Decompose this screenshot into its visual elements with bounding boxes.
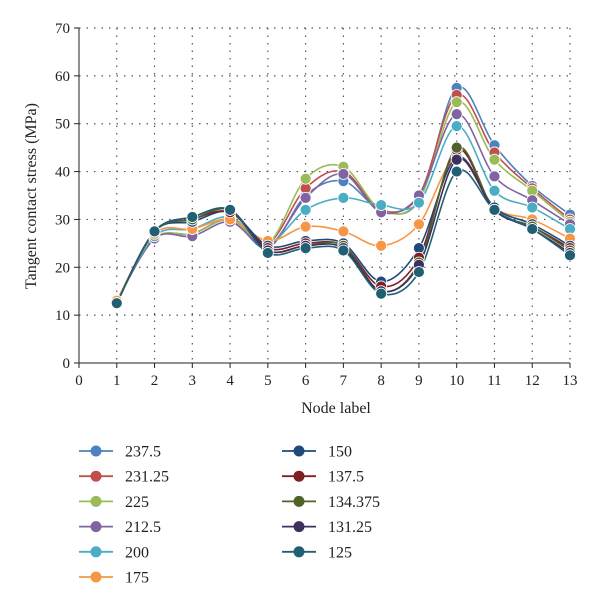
axes bbox=[74, 27, 571, 368]
y-tick-label: 60 bbox=[55, 69, 70, 85]
legend-item: 137.5 bbox=[282, 469, 364, 486]
data-point bbox=[261, 247, 274, 259]
legend-marker bbox=[90, 470, 102, 482]
legend-marker bbox=[293, 495, 305, 507]
data-point bbox=[375, 239, 388, 252]
legend-marker bbox=[90, 495, 102, 507]
legend-marker bbox=[90, 521, 102, 533]
data-point bbox=[450, 153, 463, 166]
data-point bbox=[337, 244, 350, 257]
legend-marker bbox=[90, 571, 102, 583]
data-point bbox=[488, 184, 501, 197]
legend-item: 237.5 bbox=[79, 444, 161, 461]
x-tick-label: 13 bbox=[563, 373, 578, 389]
legend-marker bbox=[90, 445, 102, 457]
legend-label: 225 bbox=[125, 494, 149, 511]
data-point bbox=[299, 172, 312, 185]
y-tick-label: 20 bbox=[55, 260, 70, 276]
legend-label: 231.25 bbox=[125, 469, 169, 486]
x-tick-label: 6 bbox=[302, 373, 310, 389]
x-axis-label: Node label bbox=[301, 400, 371, 417]
data-point bbox=[299, 191, 312, 204]
series-points bbox=[110, 81, 576, 310]
data-point bbox=[526, 223, 539, 235]
data-point bbox=[375, 199, 388, 211]
data-point bbox=[450, 120, 463, 133]
data-point bbox=[526, 201, 539, 214]
legend-label: 212.5 bbox=[125, 519, 161, 536]
data-point bbox=[488, 153, 501, 166]
series-line bbox=[116, 113, 571, 302]
legend-marker bbox=[90, 546, 102, 558]
legend-label: 150 bbox=[328, 444, 352, 461]
x-tick-label: 5 bbox=[264, 373, 272, 389]
data-point bbox=[224, 203, 236, 216]
legend-label: 125 bbox=[328, 544, 352, 561]
legend-item: 175 bbox=[79, 570, 149, 587]
x-tick-label: 3 bbox=[189, 373, 197, 389]
legend-marker bbox=[293, 546, 305, 558]
data-point bbox=[564, 249, 576, 262]
data-point bbox=[488, 170, 501, 183]
legend-marker bbox=[293, 445, 305, 457]
y-tick-label: 0 bbox=[63, 356, 71, 372]
y-tick-label: 40 bbox=[55, 165, 70, 181]
x-tick-label: 8 bbox=[377, 373, 385, 389]
x-tick-label: 9 bbox=[415, 373, 423, 389]
x-tick-label: 4 bbox=[226, 373, 234, 389]
legend-label: 237.5 bbox=[125, 444, 161, 461]
data-point bbox=[450, 108, 463, 121]
x-tick-label: 12 bbox=[525, 373, 540, 389]
data-point bbox=[450, 96, 463, 109]
data-point bbox=[337, 168, 350, 180]
y-tick-label: 50 bbox=[55, 117, 70, 133]
data-point bbox=[450, 165, 463, 178]
x-tick-label: 7 bbox=[340, 373, 348, 389]
legend-label: 137.5 bbox=[328, 469, 364, 486]
legend-item: 125 bbox=[282, 544, 352, 561]
y-tick-label: 70 bbox=[55, 21, 70, 37]
y-tick-label: 30 bbox=[55, 212, 70, 228]
data-point bbox=[413, 266, 425, 278]
legend-item: 200 bbox=[79, 544, 149, 561]
legend-label: 200 bbox=[125, 544, 149, 561]
x-tick-label: 11 bbox=[487, 373, 501, 389]
x-tick-label: 0 bbox=[75, 373, 83, 389]
x-tick-label: 10 bbox=[449, 373, 464, 389]
data-point bbox=[110, 297, 123, 310]
data-point bbox=[299, 242, 312, 255]
legend-item: 131.25 bbox=[282, 519, 372, 536]
y-tick-labels: 0 10 20 30 40 50 60 70 bbox=[55, 21, 70, 372]
x-tick-label: 1 bbox=[113, 373, 121, 389]
data-point bbox=[375, 287, 388, 300]
legend-item: 150 bbox=[282, 444, 352, 461]
data-point bbox=[299, 203, 312, 216]
data-point bbox=[337, 225, 350, 238]
x-tick-labels: 0 1 2 3 4 5 6 7 8 9 10 11 12 13 bbox=[75, 373, 577, 389]
legend-label: 131.25 bbox=[328, 519, 372, 536]
legend-label: 134.375 bbox=[328, 494, 380, 511]
legend-item: 225 bbox=[79, 494, 149, 511]
legend-label: 175 bbox=[125, 570, 149, 587]
legend: 237.5 231.25 225 212.5 200 175 150 137.5 134.375… bbox=[79, 444, 380, 587]
x-tick-label: 2 bbox=[151, 373, 159, 389]
y-axis-label: Tangent contact stress (MPa) bbox=[23, 103, 40, 289]
legend-marker bbox=[293, 470, 305, 482]
data-point bbox=[413, 196, 425, 209]
data-point bbox=[186, 211, 199, 223]
legend-item: 231.25 bbox=[79, 469, 169, 486]
data-point bbox=[450, 141, 463, 154]
legend-item: 212.5 bbox=[79, 519, 161, 536]
legend-item: 134.375 bbox=[282, 494, 380, 511]
data-point bbox=[148, 225, 161, 238]
data-point bbox=[488, 203, 501, 216]
data-point bbox=[413, 218, 425, 231]
y-tick-label: 10 bbox=[55, 308, 70, 324]
legend-marker bbox=[293, 521, 305, 533]
data-point bbox=[299, 220, 312, 233]
data-point bbox=[337, 191, 350, 204]
